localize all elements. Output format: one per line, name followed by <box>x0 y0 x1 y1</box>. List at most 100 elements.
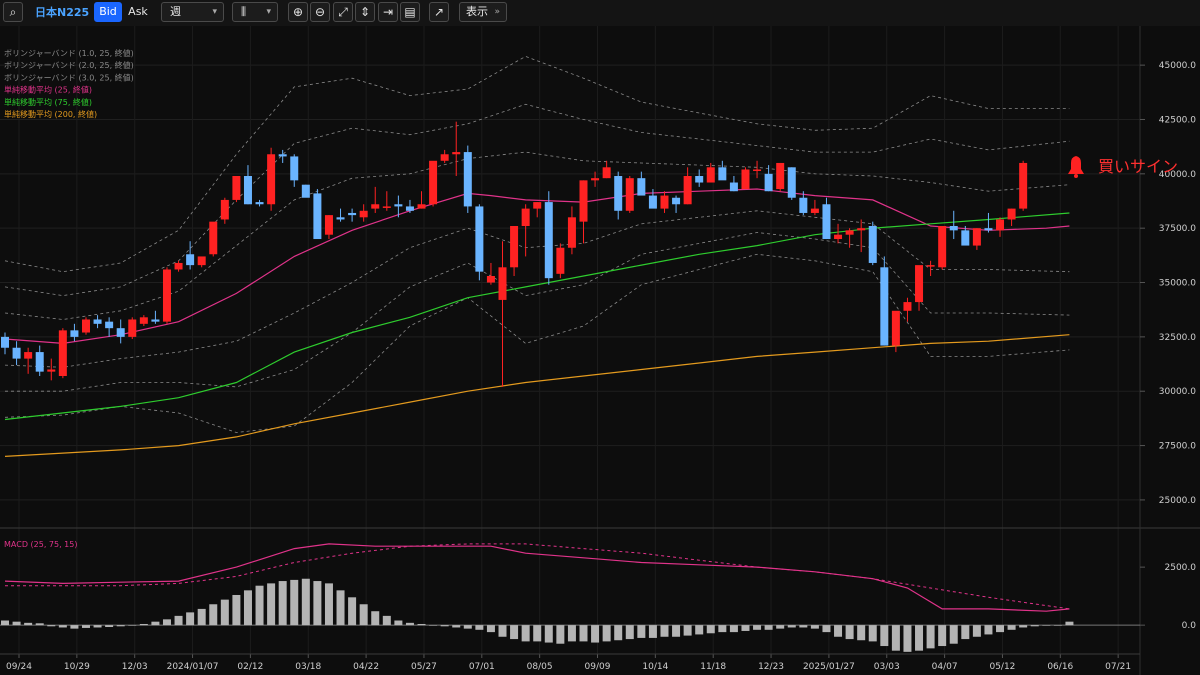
candle-body <box>787 167 796 198</box>
candle-body <box>521 208 530 226</box>
x-tick-label: 03/03 <box>874 662 900 672</box>
candle-body <box>961 230 970 246</box>
search-button[interactable]: ⌕ <box>3 2 23 22</box>
candle-body <box>243 176 252 205</box>
y-tick-label: 27500.0 <box>1159 442 1196 452</box>
legend-item: 単純移動平均 (75, 終値) <box>4 97 92 107</box>
period-value: 週 <box>170 5 181 18</box>
candle-body <box>475 206 484 272</box>
fit-button[interactable]: ⤢ <box>333 2 353 22</box>
price-chart[interactable]: 45000.0 42500.0 40000.0 37500.0 35000.0 32500… <box>0 26 1200 675</box>
indicator-button[interactable]: ↗ <box>429 2 449 22</box>
candle-body <box>371 204 380 209</box>
macd-signal-line <box>5 543 1070 610</box>
macd-histogram-bar <box>567 625 576 642</box>
macd-tick-label: 0.0 <box>1182 621 1197 631</box>
candle-body <box>267 154 276 205</box>
macd-histogram-bar <box>371 611 380 626</box>
macd-histogram-bar <box>1042 625 1051 626</box>
zoom-out-button[interactable]: ⊖ <box>310 2 330 22</box>
grid <box>0 26 1140 654</box>
buy-signal-label: 買いサイン <box>1098 157 1178 176</box>
candle-body <box>880 267 889 346</box>
macd-histogram-bar <box>660 625 669 637</box>
x-tick-label: 08/05 <box>527 662 553 672</box>
macd-histogram-bar <box>891 625 900 651</box>
candle-body <box>174 262 183 270</box>
notes-button[interactable]: ▤ <box>400 2 420 22</box>
macd-tick-label: 2500.0 <box>1165 563 1197 573</box>
zoom-in-button[interactable]: ⊕ <box>288 2 308 22</box>
sma200-line <box>4 334 1070 457</box>
candle-body <box>672 197 681 205</box>
x-tick-label: 2024/01/07 <box>167 662 219 672</box>
candle-body <box>47 369 56 372</box>
candle-body <box>429 160 438 205</box>
macd-histogram-bar <box>486 625 495 633</box>
candle-body <box>93 319 102 324</box>
macd-histogram-bar <box>544 625 553 643</box>
macd-histogram-bar <box>58 625 67 628</box>
macd-histogram-bar <box>972 625 981 637</box>
legend-item: ボリンジャーバンド (1.0, 25, 終値) <box>4 48 134 58</box>
candle-body <box>533 202 542 209</box>
candle-body <box>984 228 993 231</box>
candle-body <box>926 265 935 267</box>
candle-body <box>58 330 67 376</box>
arrow-right-bar-icon: ⇥ <box>382 5 394 19</box>
candle-body <box>799 197 808 213</box>
candle-body <box>753 169 762 171</box>
sma75-line <box>4 212 1070 421</box>
macd-histogram-bar <box>243 590 252 626</box>
macd-histogram-bar <box>625 625 634 640</box>
bid-button[interactable]: Bid <box>94 2 122 22</box>
candle-body <box>567 217 576 248</box>
x-tick-label: 10/14 <box>642 662 668 672</box>
macd-histogram-bar <box>1019 625 1028 628</box>
ask-button[interactable]: Ask <box>128 5 148 18</box>
y-tick-label: 30000.0 <box>1159 387 1196 397</box>
y-tick-label: 37500.0 <box>1159 224 1196 234</box>
legend-item: ボリンジャーバンド (2.0, 25, 終値) <box>4 60 134 70</box>
candle-body <box>336 217 345 220</box>
macd-histogram-bar <box>232 594 241 626</box>
macd-histogram-bar <box>348 597 357 626</box>
y-tick-label: 40000.0 <box>1159 170 1196 180</box>
macd-histogram-bar <box>915 625 924 651</box>
candle-body <box>741 169 750 190</box>
search-icon: ⌕ <box>9 5 17 19</box>
candle-body <box>579 180 588 222</box>
moving-averages <box>4 188 1070 457</box>
x-tick-label: 02/12 <box>237 662 263 672</box>
x-tick-label: 12/23 <box>758 662 784 672</box>
macd-histogram-bar <box>810 625 819 629</box>
macd-histogram-bar <box>498 625 507 637</box>
chart-type-select[interactable]: ⫼ ▾ <box>232 2 278 22</box>
candle-body <box>637 178 646 196</box>
legend-item: ボリンジャーバンド (3.0, 25, 終値) <box>4 72 134 82</box>
period-select[interactable]: 週 ▾ <box>161 2 224 22</box>
display-menu-button[interactable]: 表示 » <box>459 2 507 22</box>
candle-body <box>729 182 738 192</box>
candle-body <box>24 352 33 359</box>
macd-histogram-bar <box>290 579 299 626</box>
macd-histogram-bar <box>382 615 391 626</box>
candle-body <box>660 195 669 209</box>
zoom-out-icon: ⊖ <box>314 5 326 19</box>
candle-body <box>1019 162 1028 209</box>
auto-scale-button[interactable]: ⇕ <box>355 2 375 22</box>
macd-histogram-bar <box>1053 625 1062 626</box>
macd-histogram-bar <box>834 625 843 637</box>
macd-histogram-bar <box>35 623 44 626</box>
macd-histogram-bar <box>961 625 970 640</box>
candle-body <box>139 317 148 324</box>
candle-body <box>81 319 90 333</box>
macd-histogram-bar <box>868 625 877 642</box>
scroll-to-latest-button[interactable]: ⇥ <box>378 2 398 22</box>
macd-histogram-bar <box>324 583 333 626</box>
document-icon: ▤ <box>404 5 416 19</box>
legend: ボリンジャーバンド (1.0, 25, 終値) ボリンジャーバンド (2.0, 2… <box>4 48 134 119</box>
macd-histogram-bar <box>440 625 449 627</box>
macd-histogram-bar <box>174 615 183 626</box>
candle-body <box>232 176 241 200</box>
